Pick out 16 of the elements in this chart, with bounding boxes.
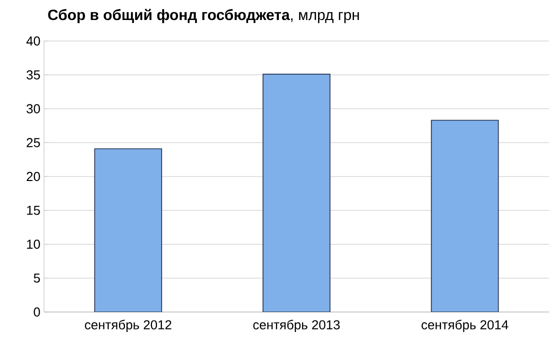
bar bbox=[94, 148, 162, 312]
y-tick-label: 15 bbox=[27, 206, 40, 215]
y-tick-label: 35 bbox=[26, 70, 40, 80]
bar bbox=[262, 74, 330, 312]
y-tick-label: 0 bbox=[34, 307, 40, 317]
y-tick-label: 25 bbox=[26, 138, 40, 148]
y-tick-label: 10 bbox=[27, 240, 40, 249]
y-tick-label: 20 bbox=[26, 172, 40, 182]
bar bbox=[430, 120, 499, 312]
x-tick-label: сентябрь 2014 bbox=[422, 320, 508, 332]
x-tick-label: сентябрь 2013 bbox=[253, 320, 340, 332]
chart-title: Сбор в общий фонд госбюджета, млрд грн bbox=[48, 8, 359, 24]
y-tick-label: 5 bbox=[34, 274, 40, 283]
y-tick-label: 40 bbox=[26, 36, 40, 46]
x-tick-label: сентябрь 2012 bbox=[84, 320, 172, 332]
y-tick-label: 30 bbox=[26, 104, 40, 114]
